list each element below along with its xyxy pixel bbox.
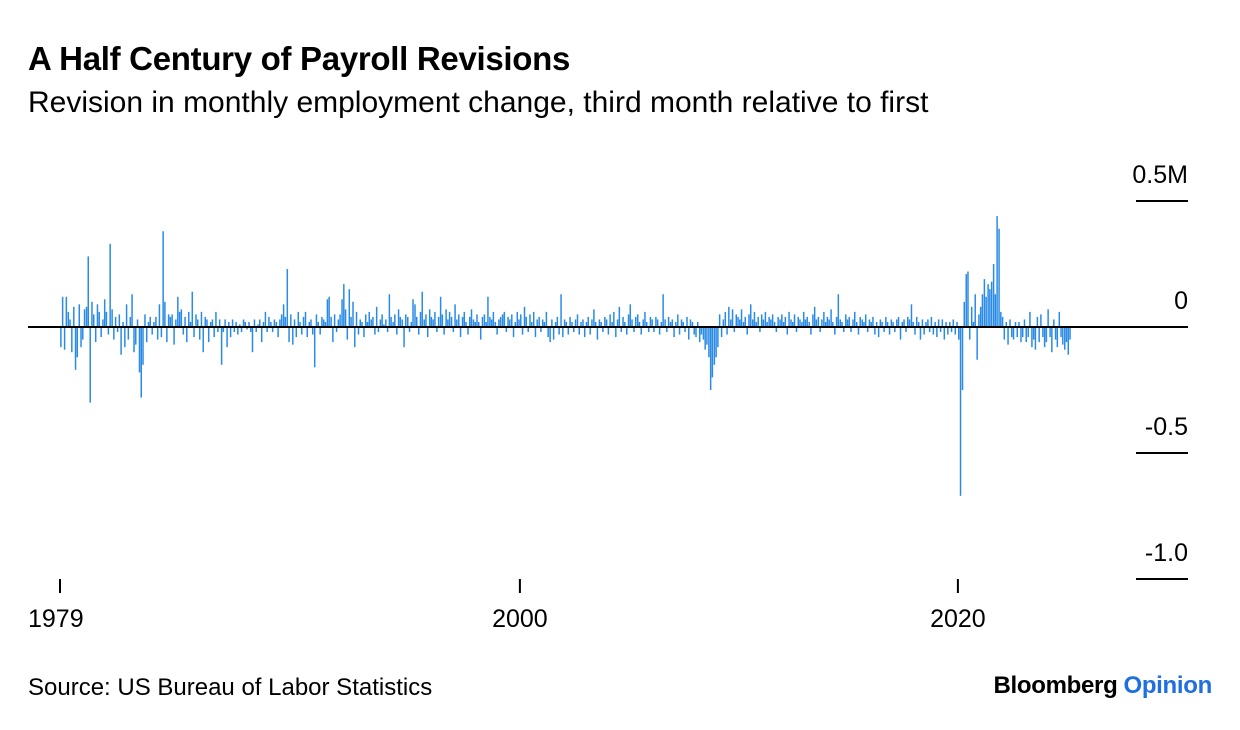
chart-subtitle: Revision in monthly employment change, t… [28, 86, 929, 119]
chart-title: A Half Century of Payroll Revisions [28, 40, 571, 77]
y-tick-label-3: -1.0 [1145, 539, 1188, 567]
brand-section: Opinion [1123, 672, 1212, 699]
x-axis: 1979 2000 2020 [28, 579, 986, 633]
bar-series [60, 216, 1071, 496]
x-tick-label-1: 2000 [492, 605, 548, 633]
y-tick-label-0: 0.5M [1132, 161, 1188, 189]
y-axis: 0.5M 0 -0.5 -1.0 [1132, 161, 1188, 580]
y-tick-label-1: 0 [1174, 287, 1188, 315]
brand-name: Bloomberg [993, 672, 1118, 699]
brand-logo: Bloomberg Opinion [993, 672, 1212, 700]
source-note: Source: US Bureau of Labor Statistics [28, 674, 433, 701]
y-tick-label-2: -0.5 [1145, 413, 1188, 441]
x-tick-label-0: 1979 [28, 605, 84, 633]
x-tick-label-2: 2020 [930, 605, 986, 633]
